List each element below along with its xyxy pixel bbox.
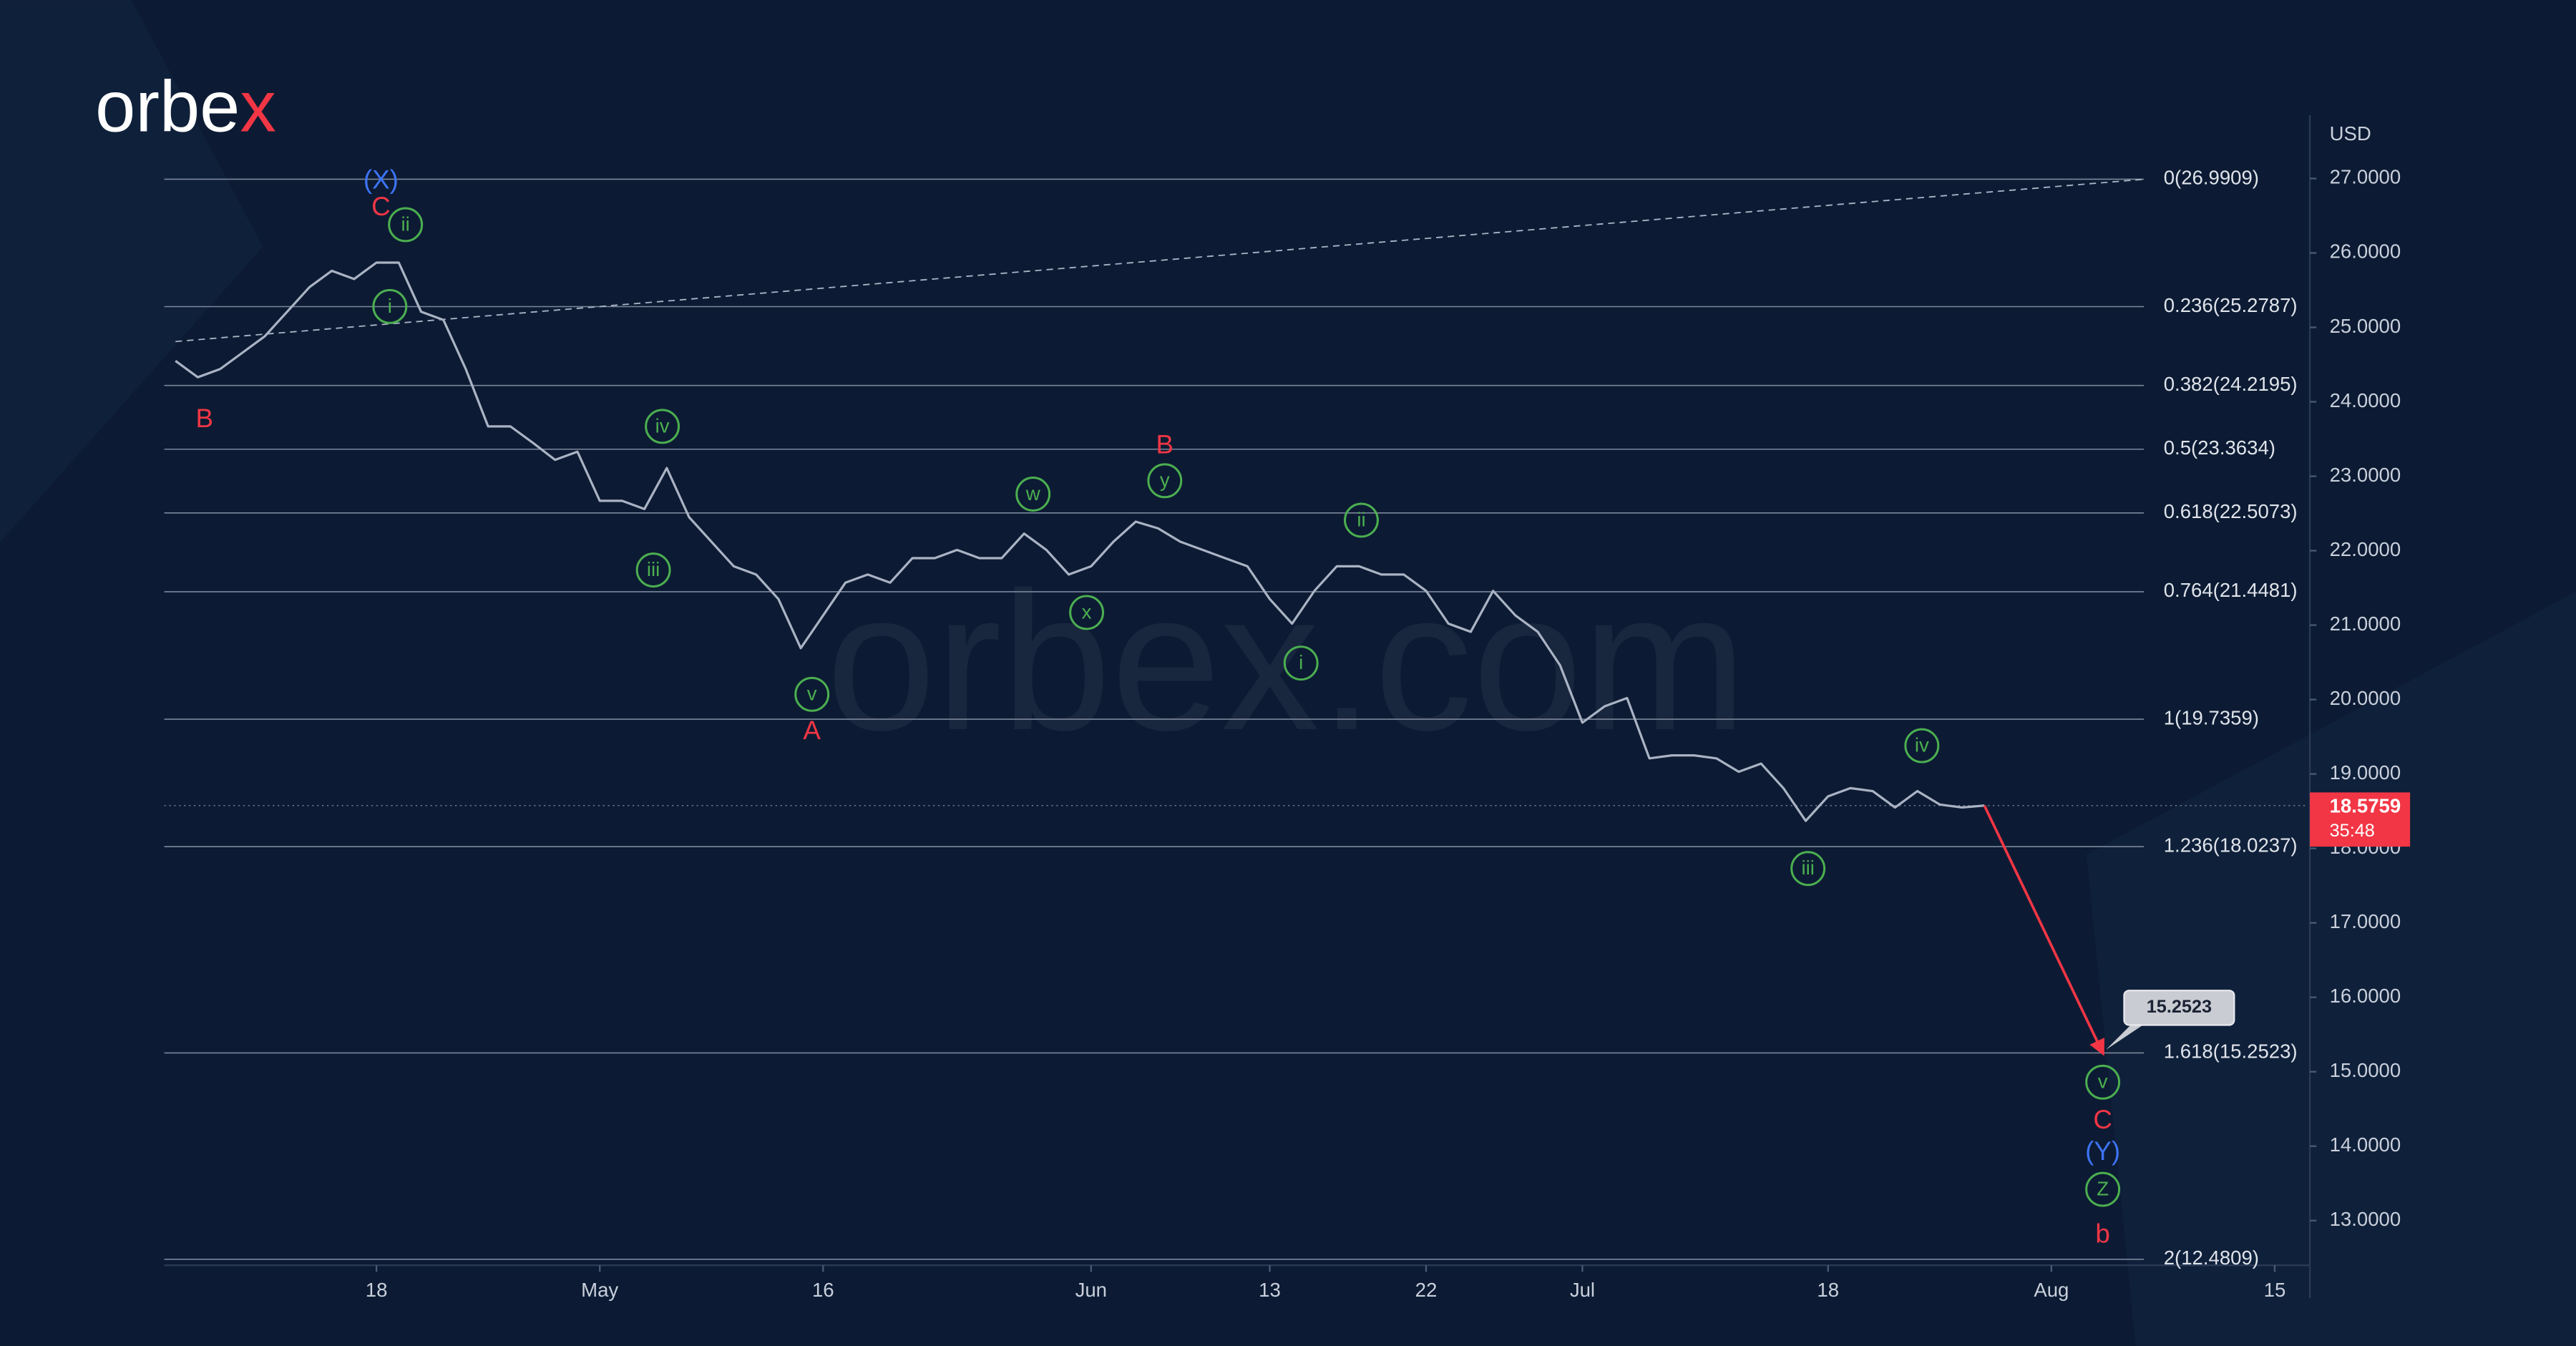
- fib-level-label: 1(19.7359): [2164, 706, 2259, 728]
- fib-level-label: 2(12.4809): [2164, 1247, 2259, 1269]
- wave-circle: [645, 409, 680, 444]
- fib-level-label: 1.618(15.2523): [2164, 1040, 2298, 1063]
- wave-label: C: [371, 192, 391, 221]
- wave-label: iii: [647, 558, 660, 580]
- last-price-badge: [2310, 792, 2411, 847]
- wave-label: C: [2093, 1105, 2112, 1134]
- x-tick-label: 18: [1817, 1279, 1839, 1301]
- wave-label: ii: [401, 213, 410, 235]
- wave-circle: [2085, 1064, 2121, 1100]
- x-tick-label: 15: [2264, 1279, 2286, 1301]
- fib-level-label: 1.236(18.0237): [2164, 834, 2298, 856]
- wave-circle: [635, 552, 671, 588]
- y-tick-label: 23.0000: [2330, 464, 2401, 486]
- x-tick-label: 13: [1259, 1279, 1281, 1301]
- wave-label: v: [2098, 1071, 2108, 1093]
- wave-label: iii: [1801, 857, 1814, 879]
- wave-label: w: [1025, 482, 1040, 504]
- countdown-label: 35:48: [2330, 821, 2375, 841]
- wave-circle: [1069, 595, 1105, 630]
- price-line: [175, 261, 1985, 822]
- y-tick-label: 14.0000: [2330, 1133, 2401, 1156]
- wave-circle: [1904, 728, 1940, 764]
- fib-level-label: 0.382(24.2195): [2164, 373, 2298, 395]
- wave-label: b: [2095, 1219, 2109, 1248]
- wave-label: B: [1156, 430, 1174, 459]
- wave-circle: [1344, 502, 1379, 538]
- wave-label: iv: [1915, 734, 1929, 756]
- trendline: [175, 178, 2146, 343]
- y-tick-label: 20.0000: [2330, 687, 2401, 709]
- fib-level-label: 0.236(25.2787): [2164, 294, 2298, 316]
- x-tick-label: May: [581, 1279, 618, 1301]
- wave-label: (Y): [2085, 1136, 2120, 1166]
- wave-label: x: [1082, 600, 1092, 623]
- wave-label: i: [1299, 651, 1303, 673]
- projection-arrow: [1983, 804, 2105, 1056]
- fib-level-label: 0.618(22.5073): [2164, 500, 2298, 522]
- decor-shape: [2086, 591, 2576, 1346]
- wave-label: B: [196, 404, 213, 433]
- y-tick-label: 26.0000: [2330, 240, 2401, 263]
- wave-label: iv: [655, 414, 670, 437]
- y-tick-label: 21.0000: [2330, 613, 2401, 635]
- x-tick-label: Jul: [1570, 1279, 1595, 1301]
- wave-label: ii: [1357, 508, 1365, 530]
- callout-box: [2123, 990, 2235, 1026]
- y-tick-label: 13.0000: [2330, 1208, 2401, 1230]
- x-tick-label: 18: [366, 1279, 388, 1301]
- wave-circle: [388, 207, 424, 243]
- y-tick-label: 19.0000: [2330, 761, 2401, 784]
- x-tick-label: Jun: [1075, 1279, 1107, 1301]
- y-tick-label: 24.0000: [2330, 389, 2401, 411]
- wave-label: v: [807, 683, 817, 705]
- callout-label: 15.2523: [2147, 997, 2212, 1017]
- last-price-label: 18.5759: [2330, 794, 2401, 816]
- wave-circle: [1790, 851, 1826, 887]
- wave-label: A: [803, 716, 821, 745]
- wave-label: (X): [364, 165, 399, 194]
- fib-level-label: 0(26.9909): [2164, 167, 2259, 189]
- wave-label: y: [1160, 469, 1170, 491]
- logo: orbex: [95, 67, 276, 147]
- wave-circle: [1147, 463, 1183, 499]
- y-tick-label: 17.0000: [2330, 910, 2401, 932]
- wave-circle: [794, 676, 830, 712]
- wave-circle: [2085, 1171, 2121, 1207]
- wave-circle: [372, 288, 408, 324]
- wave-circle: [1283, 645, 1319, 681]
- wave-circle: [1015, 477, 1051, 512]
- wave-label: i: [388, 295, 392, 317]
- y-tick-label: 27.0000: [2330, 166, 2401, 188]
- x-tick-label: 16: [812, 1279, 834, 1301]
- y-tick-label: 15.0000: [2330, 1059, 2401, 1081]
- decor-shape: [0, 0, 263, 542]
- watermark: orbex.com: [826, 552, 1747, 771]
- y-tick-label: 16.0000: [2330, 985, 2401, 1007]
- y-tick-label: 22.0000: [2330, 538, 2401, 560]
- y-tick-label: 25.0000: [2330, 315, 2401, 337]
- fib-level-label: 0.5(23.3634): [2164, 437, 2275, 459]
- x-tick-label: 22: [1415, 1279, 1438, 1301]
- x-tick-label: Aug: [2034, 1279, 2069, 1301]
- wave-label: Z: [2097, 1178, 2109, 1200]
- currency-label: USD: [2330, 122, 2371, 145]
- fib-level-label: 0.764(21.4481): [2164, 579, 2298, 601]
